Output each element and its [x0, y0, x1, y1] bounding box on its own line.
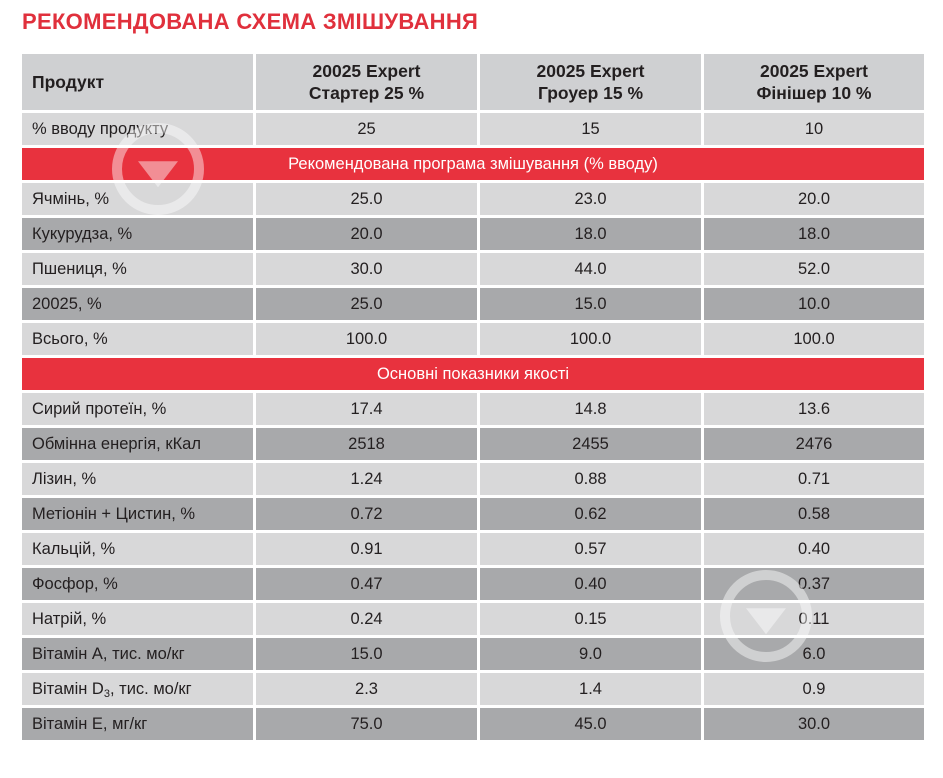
row-value: 0.9: [704, 673, 924, 705]
section-header-quality-indicators: Основні показники якості: [22, 358, 924, 390]
row-value: 2455: [480, 428, 701, 460]
header-finisher-line1: 20025 Expert: [760, 61, 868, 81]
row-value: 0.58: [704, 498, 924, 530]
row-label: Пшениця, %: [22, 253, 253, 285]
row-value: 1.4: [480, 673, 701, 705]
row-value: 0.24: [256, 603, 477, 635]
header-grower-line2: Гроуер 15 %: [537, 83, 644, 103]
row-value: 44.0: [480, 253, 701, 285]
row-value: 25.0: [256, 183, 477, 215]
row-value: 0.71: [704, 463, 924, 495]
row-value: 13.6: [704, 393, 924, 425]
row-label: Натрій, %: [22, 603, 253, 635]
row-label-post: , тис. мо/кг: [109, 679, 192, 698]
row-value: 2.3: [256, 673, 477, 705]
row-value: 0.91: [256, 533, 477, 565]
row-value: 0.72: [256, 498, 477, 530]
row-value: 17.4: [256, 393, 477, 425]
row-value: 14.8: [480, 393, 701, 425]
row-value: 1.24: [256, 463, 477, 495]
row-value: 0.15: [480, 603, 701, 635]
header-starter-line2: Стартер 25 %: [308, 83, 425, 103]
row-value: 0.40: [480, 568, 701, 600]
row-value: 0.40: [704, 533, 924, 565]
row-value: 20.0: [256, 218, 477, 250]
row-label: Вітамін А, тис. мо/кг: [22, 638, 253, 670]
row-label: Сирий протеїн, %: [22, 393, 253, 425]
row-value: 25.0: [256, 288, 477, 320]
row-value: 18.0: [704, 218, 924, 250]
row-label-subscript: 3: [103, 688, 110, 700]
row-value: 2476: [704, 428, 924, 460]
row-label: Кальцій, %: [22, 533, 253, 565]
row-label-pre: Вітамін D: [32, 679, 104, 698]
row-value: 45.0: [480, 708, 701, 740]
row-value: 23.0: [480, 183, 701, 215]
row-value: 30.0: [256, 253, 477, 285]
header-starter-line1: 20025 Expert: [312, 61, 421, 81]
row-value: 0.57: [480, 533, 701, 565]
row-value: 0.88: [480, 463, 701, 495]
row-value: 20.0: [704, 183, 924, 215]
row-label: Всього, %: [22, 323, 253, 355]
row-value: 0.62: [480, 498, 701, 530]
row-value: 100.0: [704, 323, 924, 355]
page-title: РЕКОМЕНДОВАНА СХЕМА ЗМІШУВАННЯ: [22, 9, 479, 34]
row-label: Кукурудза, %: [22, 218, 253, 250]
row-label: Обмінна енергія, кКал: [22, 428, 253, 460]
row-value: 9.0: [480, 638, 701, 670]
row-value: 25: [256, 113, 477, 145]
row-value: 10.0: [704, 288, 924, 320]
row-label: Метіонін + Цистин, %: [22, 498, 253, 530]
row-value: 0.47: [256, 568, 477, 600]
row-value: 15: [480, 113, 701, 145]
row-label: Вітамін Е, мг/кг: [22, 708, 253, 740]
row-label: Лізин, %: [22, 463, 253, 495]
row-value: 2518: [256, 428, 477, 460]
header-finisher: 20025 Expert Фінішер 10 %: [704, 54, 924, 110]
header-product-label: Продукт: [22, 54, 253, 110]
mixing-scheme-table: Продукт 20025 Expert Стартер 25 % 20025 E…: [22, 54, 924, 740]
watermark-logo-icon: [720, 570, 812, 662]
header-grower-line1: 20025 Expert: [536, 61, 645, 81]
row-value: 15.0: [480, 288, 701, 320]
row-value: 75.0: [256, 708, 477, 740]
row-value: 100.0: [480, 323, 701, 355]
row-label: 20025, %: [22, 288, 253, 320]
row-value: 30.0: [704, 708, 924, 740]
row-label: Фосфор, %: [22, 568, 253, 600]
row-value: 52.0: [704, 253, 924, 285]
watermark-logo-icon: [112, 123, 204, 215]
row-value: 100.0: [256, 323, 477, 355]
header-finisher-line2: Фінішер 10 %: [756, 83, 872, 103]
header-starter: 20025 Expert Стартер 25 %: [256, 54, 477, 110]
header-grower: 20025 Expert Гроуер 15 %: [480, 54, 701, 110]
row-value: 18.0: [480, 218, 701, 250]
row-value: 10: [704, 113, 924, 145]
row-value: 15.0: [256, 638, 477, 670]
